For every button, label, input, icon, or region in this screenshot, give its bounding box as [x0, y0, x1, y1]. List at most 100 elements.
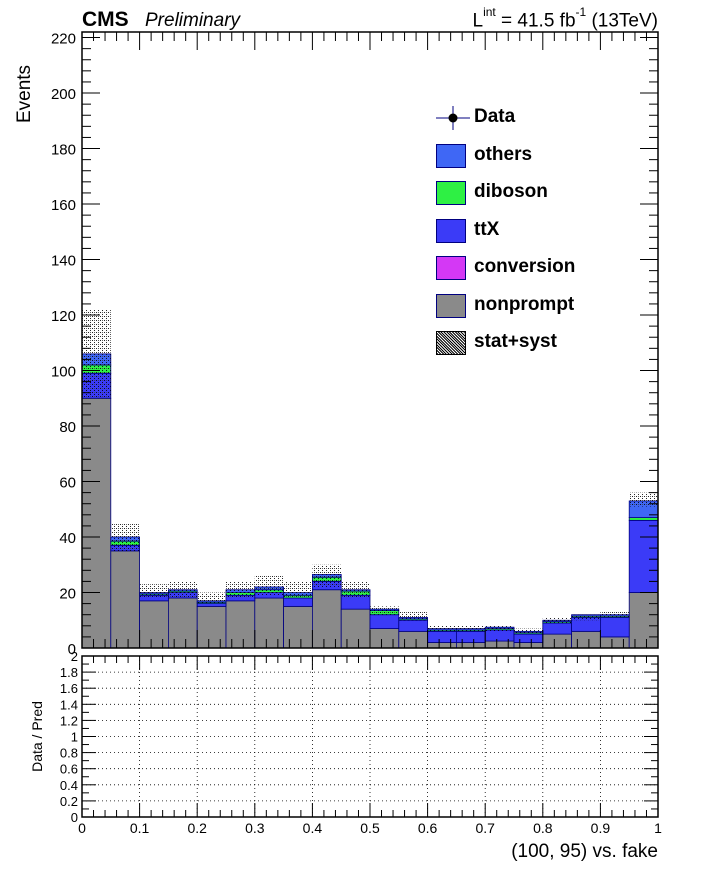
legend-swatch — [436, 256, 466, 280]
main-panel: 0 20 40 60 80 100 120 140 160 180 200 220 Events — [14, 31, 659, 658]
ratio-y-tick-label: 1.6 — [60, 681, 78, 696]
uncertainty-band — [139, 584, 169, 599]
uncertainty-band — [341, 581, 370, 599]
ratio-frame — [81, 655, 659, 818]
bar-nonprompt — [225, 600, 256, 649]
bar-nonprompt — [167, 597, 198, 649]
uncertainty-band — [485, 625, 514, 632]
bar-ttX — [600, 617, 630, 638]
legend-entry-stat-syst: stat+syst — [436, 325, 636, 361]
bar-nonprompt — [571, 630, 601, 649]
uncertainty-band — [168, 581, 198, 599]
bar-nonprompt — [398, 630, 428, 649]
legend-swatch — [436, 181, 466, 205]
y-tick-label: 40 — [59, 530, 76, 547]
bar-nonprompt — [196, 605, 227, 649]
legend-swatch — [436, 143, 466, 168]
uncertainty-band — [197, 592, 226, 604]
y-tick-label: 200 — [51, 86, 76, 103]
legend-entry-nonprompt: nonprompt — [436, 288, 636, 324]
legend-entry-conversion: conversion — [436, 250, 636, 286]
uncertainty-band — [226, 581, 255, 599]
bar-nonprompt — [513, 642, 544, 649]
bar-nonprompt — [110, 550, 141, 649]
y-tick-label: 220 — [51, 31, 76, 48]
bar-ttX — [542, 622, 572, 635]
uncertainty-band — [312, 564, 342, 587]
uncertainty-band — [82, 309, 111, 399]
legend-label: conversion — [474, 256, 576, 277]
luminosity-label: Lint = 41.5 fb-1 (13TeV) — [472, 5, 658, 32]
legend-entry-ttx: ttX — [436, 213, 636, 249]
bar-nonprompt — [484, 640, 515, 649]
legend-label: nonprompt — [474, 293, 575, 315]
lumi-value: = 41.5 fb — [495, 10, 576, 32]
legend-entry-others: others — [436, 138, 636, 174]
ratio-y-axis-label: Data / Pred — [29, 701, 45, 772]
bar-ttX — [427, 630, 457, 643]
bar-nonprompt — [542, 633, 572, 649]
bar-nonprompt — [455, 642, 486, 649]
ratio-y-tick-label: 0.8 — [60, 746, 78, 761]
ratio-y-tick-label: 1.8 — [60, 665, 78, 680]
bar-nonprompt — [254, 597, 285, 649]
legend-swatch — [436, 218, 466, 243]
y-tick-label: 20 — [59, 586, 76, 603]
x-tick-label: 0.3 — [245, 820, 265, 836]
x-tick-label: 0 — [78, 820, 86, 836]
experiment-label: CMS — [82, 8, 129, 31]
uncertainty-band — [398, 611, 428, 621]
x-tick-label: 1 — [654, 820, 662, 836]
uncertainty-band — [542, 617, 572, 624]
y-tick-label: 140 — [51, 253, 76, 270]
x-tick-label: 0.7 — [475, 820, 495, 836]
uncertainty-band — [427, 625, 457, 632]
uncertainty-band — [283, 581, 313, 599]
x-tick-label: 0.4 — [303, 820, 323, 836]
legend-entry-diboson: diboson — [436, 175, 636, 211]
legend-entry-data: Data — [436, 100, 636, 136]
ratio-y-tick-label: 0 — [71, 810, 78, 825]
bar-ttX — [484, 629, 515, 642]
x-tick-label: 0.1 — [130, 820, 150, 836]
ratio-y-tick-label: 2 — [71, 649, 78, 664]
uncertainty-band — [629, 492, 658, 507]
ratio-y-tick-label: 1.2 — [60, 713, 78, 728]
bar-ttX — [398, 619, 428, 632]
uncertainty-band — [571, 614, 601, 621]
ratio-panel: 00.20.40.60.811.21.41.61.820 0.1 0.2 0.3 0.4… — [29, 649, 662, 862]
y-tick-label: 120 — [51, 308, 76, 325]
legend-swatch — [436, 293, 466, 318]
y-tick-label: 160 — [51, 197, 76, 214]
bar-nonprompt — [369, 628, 400, 649]
lumi-sup: int — [483, 5, 496, 19]
bar-ttX — [513, 633, 544, 643]
y-axis-label: Events — [14, 65, 35, 123]
bar-nonprompt — [283, 605, 313, 649]
bar-ttX — [455, 630, 486, 643]
ratio-y-tick-label: 1.4 — [60, 697, 78, 712]
bar-nonprompt — [427, 642, 457, 649]
legend-label: Data — [474, 106, 516, 127]
bar-nonprompt — [139, 600, 169, 649]
uncertainty-band — [456, 625, 486, 632]
ratio-y-tick-label: 0.6 — [60, 762, 78, 777]
ratio-y-tick-label: 0.4 — [60, 778, 78, 793]
ratio-y-tick-label: 1 — [71, 730, 78, 745]
uncertainty-band — [110, 523, 140, 551]
x-tick-label: 0.6 — [418, 820, 438, 836]
x-axis-label: (100, 95) vs. fake — [511, 841, 658, 862]
bar-nonprompt — [340, 608, 371, 649]
lumi-unit-sup: -1 — [575, 5, 587, 19]
bar-nonprompt — [311, 589, 342, 649]
status-label: Preliminary — [145, 10, 241, 31]
bar-ttX — [369, 614, 400, 629]
bar-ttX — [196, 603, 227, 607]
y-tick-label: 180 — [51, 142, 76, 159]
legend-swatch — [436, 331, 466, 355]
bar-diboson — [628, 517, 659, 521]
ratio-y-tick-label: 0.2 — [60, 794, 78, 809]
bar-nonprompt — [600, 636, 630, 649]
bar-ttX — [628, 519, 659, 593]
